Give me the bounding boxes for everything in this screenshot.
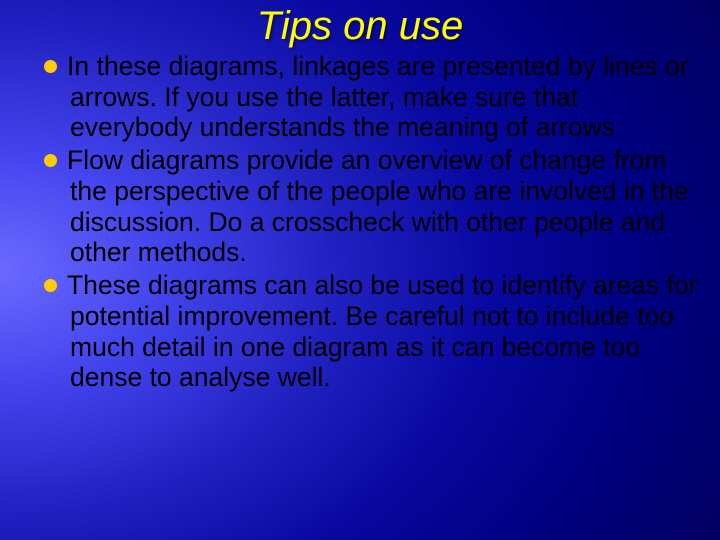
slide: Tips on use In these diagrams, linkages …	[0, 0, 720, 540]
bullet-icon	[44, 279, 57, 292]
list-item: In these diagrams, linkages are presente…	[44, 51, 702, 143]
list-item: Flow diagrams provide an overview of cha…	[44, 145, 702, 268]
slide-body: In these diagrams, linkages are presente…	[0, 51, 720, 393]
list-item: These diagrams can also be used to ident…	[44, 270, 702, 393]
slide-title: Tips on use	[0, 0, 720, 51]
bullet-text: These diagrams can also be used to ident…	[67, 270, 697, 392]
bullet-icon	[44, 60, 57, 73]
bullet-text: Flow diagrams provide an overview of cha…	[67, 145, 689, 267]
bullet-text: In these diagrams, linkages are presente…	[67, 51, 689, 142]
bullet-icon	[44, 154, 57, 167]
